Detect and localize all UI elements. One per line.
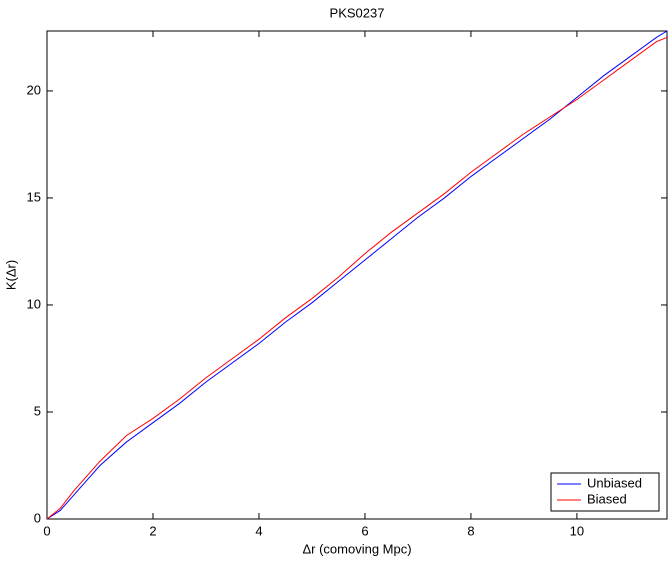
x-axis-label: Δr (comoving Mpc) <box>302 541 411 556</box>
y-tick-label: 0 <box>34 510 41 525</box>
x-tick-label: 10 <box>570 523 584 538</box>
y-tick-label: 5 <box>34 403 41 418</box>
legend-label: Unbiased <box>587 475 642 490</box>
x-tick-label: 8 <box>467 523 474 538</box>
legend-label: Biased <box>587 491 627 506</box>
y-tick-label: 15 <box>27 189 41 204</box>
series-line <box>46 36 668 520</box>
y-axis-label: K(Δr) <box>3 260 18 290</box>
x-tick-label: 4 <box>255 523 262 538</box>
x-tick-label: 2 <box>149 523 156 538</box>
series-line <box>46 30 668 520</box>
x-tick-label: 6 <box>361 523 368 538</box>
y-tick-label: 10 <box>27 296 41 311</box>
plot-area <box>46 30 668 520</box>
x-tick-label: 0 <box>43 523 50 538</box>
y-tick-label: 20 <box>27 82 41 97</box>
legend-box <box>550 472 660 512</box>
chart-title: PKS0237 <box>330 5 385 20</box>
